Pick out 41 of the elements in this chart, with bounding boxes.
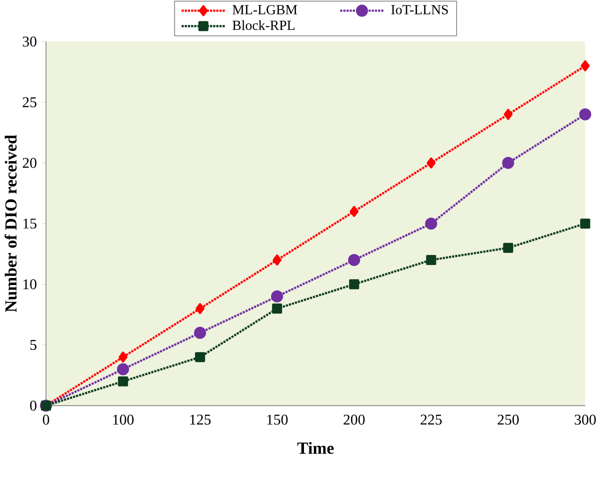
point bbox=[117, 363, 130, 376]
x-tick-label: 250 bbox=[498, 414, 519, 425]
point bbox=[579, 108, 592, 120]
x-tick-label: 200 bbox=[344, 414, 365, 425]
legend-label: IoT-LLNS bbox=[391, 5, 448, 14]
x-tick-label: 100 bbox=[113, 414, 134, 425]
y-axis-title: Number of DIO received bbox=[4, 135, 17, 312]
x-tick-label: 0 bbox=[42, 414, 50, 425]
point bbox=[118, 352, 128, 363]
point bbox=[195, 352, 206, 362]
point bbox=[349, 279, 360, 290]
point bbox=[272, 304, 282, 314]
point bbox=[425, 218, 438, 230]
x-tick-label: 300 bbox=[574, 414, 596, 425]
x-tick-label: 150 bbox=[267, 414, 288, 425]
point bbox=[348, 254, 360, 266]
point bbox=[504, 108, 513, 120]
y-tick-label: 10 bbox=[23, 279, 36, 290]
point bbox=[502, 157, 514, 170]
point bbox=[350, 206, 359, 218]
point bbox=[426, 255, 436, 266]
x-axis-title: Time bbox=[297, 442, 334, 454]
y-tick-label: 15 bbox=[23, 218, 36, 229]
y-tick-label: 20 bbox=[22, 158, 36, 168]
point bbox=[580, 60, 590, 72]
y-tick-label: 5 bbox=[30, 340, 36, 350]
y-tick-label: 25 bbox=[22, 97, 36, 108]
y-tick-label: 30 bbox=[22, 36, 36, 47]
point bbox=[503, 242, 514, 254]
legend-label: ML-LGBM bbox=[232, 5, 298, 14]
point bbox=[118, 376, 128, 387]
point bbox=[580, 218, 590, 229]
x-tick-label: 125 bbox=[190, 414, 211, 425]
point bbox=[271, 290, 284, 303]
point bbox=[426, 158, 436, 169]
point bbox=[272, 254, 282, 266]
point bbox=[194, 326, 206, 339]
y-tick-label: 0 bbox=[30, 400, 36, 411]
legend-label: Block-RPL bbox=[232, 20, 294, 30]
point bbox=[196, 303, 204, 314]
x-tick-label: 225 bbox=[420, 414, 442, 425]
